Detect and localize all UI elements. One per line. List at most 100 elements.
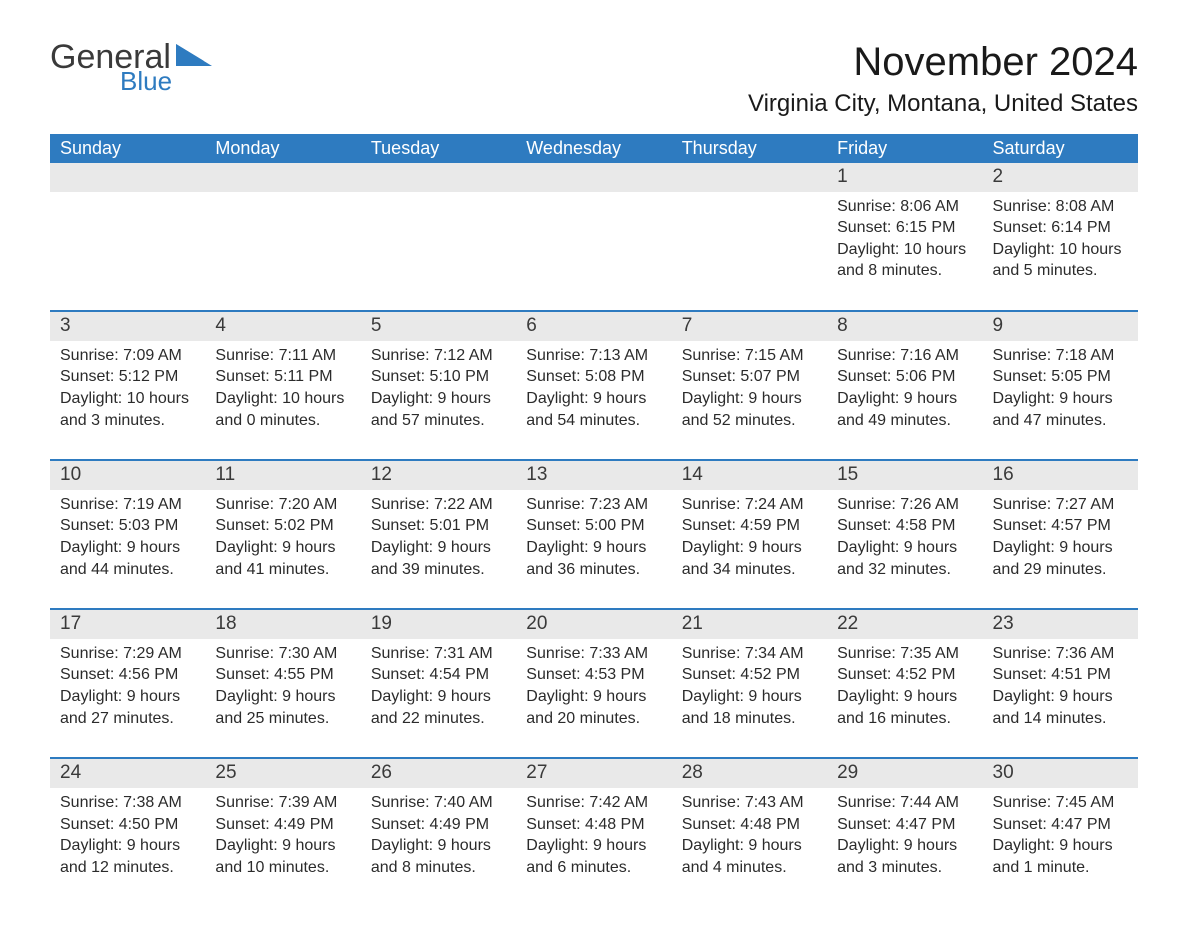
sunset-text: Sunset: 4:57 PM [993,515,1128,537]
day-content-cell: Sunrise: 7:34 AMSunset: 4:52 PMDaylight:… [672,639,827,758]
sunset-text: Sunset: 4:51 PM [993,664,1128,686]
day-content-cell [672,192,827,311]
sunrise-text: Sunrise: 7:23 AM [526,494,661,516]
sunset-text: Sunset: 4:50 PM [60,814,195,836]
sunrise-text: Sunrise: 7:12 AM [371,345,506,367]
sunrise-text: Sunrise: 7:09 AM [60,345,195,367]
daylight-text: Daylight: 9 hours and 6 minutes. [526,835,661,878]
sunset-text: Sunset: 4:47 PM [993,814,1128,836]
day-number-cell [50,163,205,192]
weekday-header: Sunday [50,134,205,163]
sunrise-text: Sunrise: 8:06 AM [837,196,972,218]
day-content-cell [50,192,205,311]
sunset-text: Sunset: 5:08 PM [526,366,661,388]
sunset-text: Sunset: 6:15 PM [837,217,972,239]
sunrise-text: Sunrise: 7:45 AM [993,792,1128,814]
sunrise-text: Sunrise: 7:31 AM [371,643,506,665]
brand-logo: General Blue [50,40,212,94]
weekday-header: Thursday [672,134,827,163]
daylight-text: Daylight: 9 hours and 36 minutes. [526,537,661,580]
sunset-text: Sunset: 4:48 PM [682,814,817,836]
day-content-cell: Sunrise: 7:26 AMSunset: 4:58 PMDaylight:… [827,490,982,609]
day-content-cell [205,192,360,311]
day-content-cell: Sunrise: 7:27 AMSunset: 4:57 PMDaylight:… [983,490,1138,609]
sunset-text: Sunset: 6:14 PM [993,217,1128,239]
day-number-cell: 13 [516,461,671,490]
day-number-cell: 30 [983,759,1138,788]
sunset-text: Sunset: 4:49 PM [215,814,350,836]
day-content-cell: Sunrise: 7:43 AMSunset: 4:48 PMDaylight:… [672,788,827,906]
calendar-body: 12Sunrise: 8:06 AMSunset: 6:15 PMDayligh… [50,163,1138,906]
sunset-text: Sunset: 4:55 PM [215,664,350,686]
sunrise-text: Sunrise: 7:22 AM [371,494,506,516]
day-content-cell: Sunrise: 7:16 AMSunset: 5:06 PMDaylight:… [827,341,982,460]
sunrise-text: Sunrise: 7:19 AM [60,494,195,516]
daylight-text: Daylight: 9 hours and 18 minutes. [682,686,817,729]
daylight-text: Daylight: 9 hours and 44 minutes. [60,537,195,580]
day-content-cell: Sunrise: 7:29 AMSunset: 4:56 PMDaylight:… [50,639,205,758]
day-content-cell [361,192,516,311]
day-number-cell: 8 [827,312,982,341]
day-content-cell: Sunrise: 7:18 AMSunset: 5:05 PMDaylight:… [983,341,1138,460]
day-number-cell: 5 [361,312,516,341]
daylight-text: Daylight: 9 hours and 22 minutes. [371,686,506,729]
day-number-cell: 28 [672,759,827,788]
day-number-cell: 17 [50,610,205,639]
sunset-text: Sunset: 4:47 PM [837,814,972,836]
sunrise-text: Sunrise: 7:43 AM [682,792,817,814]
day-number-cell: 21 [672,610,827,639]
sunset-text: Sunset: 4:59 PM [682,515,817,537]
daylight-text: Daylight: 9 hours and 52 minutes. [682,388,817,431]
sunrise-text: Sunrise: 7:36 AM [993,643,1128,665]
location-subtitle: Virginia City, Montana, United States [748,90,1138,118]
weekday-header: Saturday [983,134,1138,163]
day-number-cell [205,163,360,192]
calendar-table: Sunday Monday Tuesday Wednesday Thursday… [50,134,1138,906]
month-title: November 2024 [748,40,1138,84]
daylight-text: Daylight: 9 hours and 4 minutes. [682,835,817,878]
day-number-cell: 24 [50,759,205,788]
sunset-text: Sunset: 4:49 PM [371,814,506,836]
weekday-header-row: Sunday Monday Tuesday Wednesday Thursday… [50,134,1138,163]
day-number-cell: 15 [827,461,982,490]
sunrise-text: Sunrise: 7:30 AM [215,643,350,665]
sunset-text: Sunset: 5:02 PM [215,515,350,537]
sunrise-text: Sunrise: 7:11 AM [215,345,350,367]
daylight-text: Daylight: 10 hours and 8 minutes. [837,239,972,282]
sunrise-text: Sunrise: 7:27 AM [993,494,1128,516]
day-number-cell: 23 [983,610,1138,639]
sunset-text: Sunset: 4:53 PM [526,664,661,686]
sunset-text: Sunset: 5:11 PM [215,366,350,388]
daylight-text: Daylight: 9 hours and 20 minutes. [526,686,661,729]
day-number-cell [361,163,516,192]
daylight-text: Daylight: 9 hours and 10 minutes. [215,835,350,878]
day-number-cell: 18 [205,610,360,639]
sunset-text: Sunset: 4:48 PM [526,814,661,836]
sunrise-text: Sunrise: 7:42 AM [526,792,661,814]
daylight-text: Daylight: 9 hours and 32 minutes. [837,537,972,580]
day-content-cell: Sunrise: 7:42 AMSunset: 4:48 PMDaylight:… [516,788,671,906]
daylight-text: Daylight: 9 hours and 16 minutes. [837,686,972,729]
day-number-cell: 27 [516,759,671,788]
daylight-text: Daylight: 9 hours and 25 minutes. [215,686,350,729]
day-number-cell: 7 [672,312,827,341]
day-content-cell: Sunrise: 7:35 AMSunset: 4:52 PMDaylight:… [827,639,982,758]
day-number-cell: 4 [205,312,360,341]
sunset-text: Sunset: 5:00 PM [526,515,661,537]
daylight-text: Daylight: 9 hours and 14 minutes. [993,686,1128,729]
title-block: November 2024 Virginia City, Montana, Un… [748,40,1138,124]
sunset-text: Sunset: 5:05 PM [993,366,1128,388]
sunset-text: Sunset: 5:06 PM [837,366,972,388]
sunset-text: Sunset: 4:52 PM [837,664,972,686]
daylight-text: Daylight: 9 hours and 41 minutes. [215,537,350,580]
day-number-row: 10111213141516 [50,461,1138,490]
daylight-text: Daylight: 9 hours and 27 minutes. [60,686,195,729]
sunrise-text: Sunrise: 7:16 AM [837,345,972,367]
sunset-text: Sunset: 5:10 PM [371,366,506,388]
sunset-text: Sunset: 4:58 PM [837,515,972,537]
day-content-row: Sunrise: 7:38 AMSunset: 4:50 PMDaylight:… [50,788,1138,906]
day-content-cell: Sunrise: 7:22 AMSunset: 5:01 PMDaylight:… [361,490,516,609]
day-content-row: Sunrise: 8:06 AMSunset: 6:15 PMDaylight:… [50,192,1138,311]
day-content-cell: Sunrise: 7:39 AMSunset: 4:49 PMDaylight:… [205,788,360,906]
brand-sub: Blue [120,68,172,94]
